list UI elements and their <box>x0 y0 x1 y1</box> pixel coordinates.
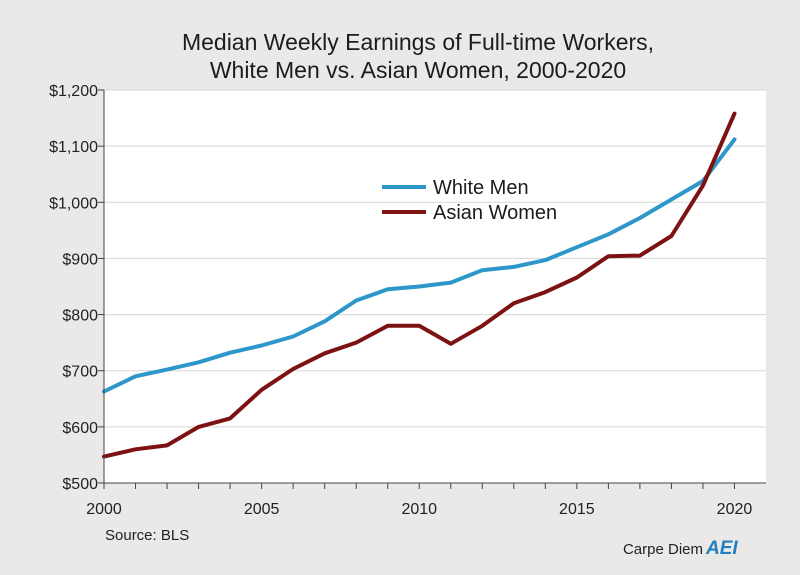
y-tick-label: $1,000 <box>49 195 98 212</box>
x-tick-label: 2005 <box>244 501 280 518</box>
y-tick-label: $700 <box>62 364 98 381</box>
x-axis-tick-labels: 2000 2005 2010 2015 2020 <box>86 501 752 518</box>
y-tick-label: $900 <box>62 251 98 268</box>
y-tick-label: $1,200 <box>49 83 98 100</box>
x-tick-label: 2020 <box>717 501 753 518</box>
brand-mark: Carpe Diem AEI <box>623 538 738 559</box>
y-tick-label: $500 <box>62 476 98 493</box>
legend: White Men Asian Women <box>382 177 557 224</box>
brand-logo: AEI <box>705 538 738 559</box>
y-tick-label: $1,100 <box>49 139 98 156</box>
series-line-asian-women <box>102 111 737 459</box>
source-note: Source: BLS <box>105 527 189 544</box>
legend-label-white-men: White Men <box>433 177 529 199</box>
x-tick-label: 2010 <box>401 501 437 518</box>
y-tick-label: $800 <box>62 308 98 325</box>
brand-text: Carpe Diem <box>623 541 703 558</box>
chart-title: Median Weekly Earnings of Full-time Work… <box>182 29 654 83</box>
gridlines <box>98 89 766 484</box>
y-tick-label: $600 <box>62 420 98 437</box>
y-axis-tick-labels: $500 $600 $700 $800 $900 $1,000 $1,100 $1,200 <box>49 83 98 493</box>
legend-label-asian-women: Asian Women <box>433 202 557 224</box>
chart-title-line-2: White Men vs. Asian Women, 2000-2020 <box>210 57 626 83</box>
series-line-white-men <box>102 137 737 394</box>
series-lines <box>102 111 737 459</box>
chart-title-line-1: Median Weekly Earnings of Full-time Work… <box>182 29 654 55</box>
x-tick-label: 2000 <box>86 501 122 518</box>
x-axis-ticks <box>103 483 735 489</box>
x-tick-label: 2015 <box>559 501 595 518</box>
